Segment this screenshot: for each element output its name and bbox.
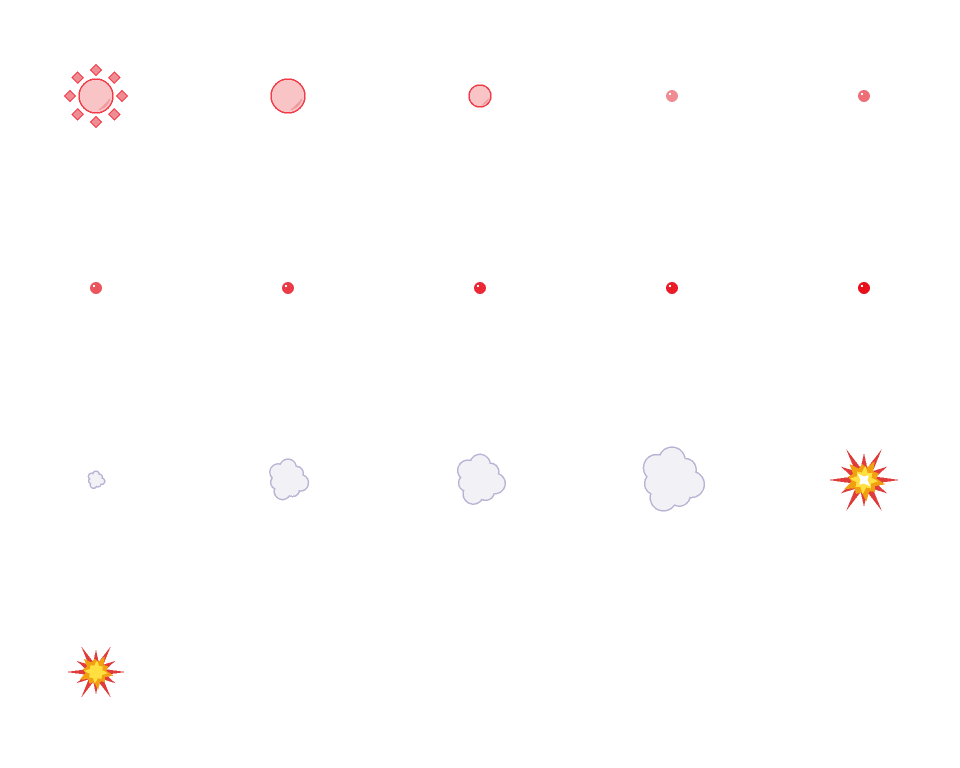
- cloud-puff: [644, 455, 670, 481]
- burst-droplet: [108, 71, 121, 84]
- sprite-frame-bubble: [270, 78, 306, 114]
- sprite-frame-dot: [90, 282, 102, 294]
- sprite-frame-bubble-burst: [63, 63, 129, 129]
- droplet-dot: [858, 282, 870, 294]
- cloud-puff: [271, 476, 284, 489]
- sprite-frame-dot: [282, 282, 294, 294]
- droplet-dot: [282, 282, 294, 294]
- sprite-frame-cloud: [456, 453, 507, 505]
- sprite-frame-dot: [474, 282, 486, 294]
- burst-droplet: [71, 108, 84, 121]
- droplet-dot: [474, 282, 486, 294]
- burst-droplet: [108, 108, 121, 121]
- droplet-highlight: [861, 93, 863, 95]
- burst-droplet: [115, 89, 129, 103]
- cloud-puff: [93, 471, 99, 477]
- sprite-frame-cloud: [269, 458, 310, 501]
- cloud-puff: [458, 460, 478, 480]
- sprite-frame-explosion: [66, 646, 126, 698]
- cloud-puff: [91, 482, 97, 488]
- droplet-highlight: [285, 285, 287, 287]
- droplet-dot: [858, 90, 870, 102]
- sprite-frame-dot: [858, 90, 870, 102]
- cloud-puff: [96, 482, 100, 487]
- droplet-highlight: [93, 285, 95, 287]
- sprite-frame-dot: [858, 282, 870, 294]
- cloud-puff: [89, 479, 94, 483]
- droplet-highlight: [477, 285, 479, 287]
- droplet-dot: [666, 90, 678, 102]
- droplet-dot: [90, 282, 102, 294]
- burst-droplet: [89, 63, 103, 77]
- burst-droplet: [71, 71, 84, 84]
- cloud-puff: [97, 475, 102, 479]
- burst-droplet: [63, 89, 77, 103]
- explosion-flash: [857, 473, 871, 487]
- cloud-puff: [98, 478, 104, 484]
- bubble-shape: [270, 78, 306, 114]
- bubble-shape: [468, 84, 492, 108]
- droplet-highlight: [669, 93, 671, 95]
- sprite-frame-bubble: [468, 84, 492, 108]
- sprite-frame-cloud: [642, 446, 706, 512]
- droplet-dot: [666, 282, 678, 294]
- burst-droplet: [89, 115, 103, 129]
- sprite-frame-dot: [666, 90, 678, 102]
- droplet-highlight: [861, 285, 863, 287]
- droplet-highlight: [669, 285, 671, 287]
- cloud-puff: [89, 474, 95, 480]
- sprite-frame-dot: [666, 282, 678, 294]
- sprite-frame-cloud: [87, 470, 106, 490]
- bubble-shape: [78, 78, 114, 114]
- explosion-core: [84, 660, 108, 684]
- cloud-puff: [270, 464, 286, 480]
- sprite-frame-explosion: [828, 448, 900, 512]
